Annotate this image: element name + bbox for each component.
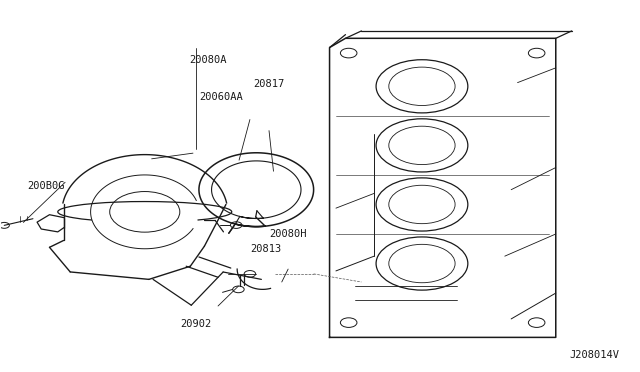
Text: 20813: 20813 xyxy=(250,244,281,254)
Text: 20817: 20817 xyxy=(253,80,284,89)
Text: 200B0G: 200B0G xyxy=(27,181,65,191)
Text: 20060AA: 20060AA xyxy=(199,92,243,102)
Text: J208014V: J208014V xyxy=(570,350,620,359)
Text: 20080A: 20080A xyxy=(189,55,227,65)
Text: 20080H: 20080H xyxy=(269,229,307,239)
Text: 20902: 20902 xyxy=(180,320,211,330)
